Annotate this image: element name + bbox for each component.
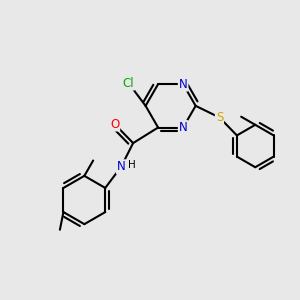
Text: N: N — [179, 78, 188, 91]
Text: S: S — [216, 111, 223, 124]
Text: H: H — [128, 160, 136, 170]
Text: N: N — [117, 160, 125, 173]
Text: O: O — [110, 118, 119, 130]
Text: Cl: Cl — [122, 77, 134, 90]
Text: N: N — [179, 121, 188, 134]
